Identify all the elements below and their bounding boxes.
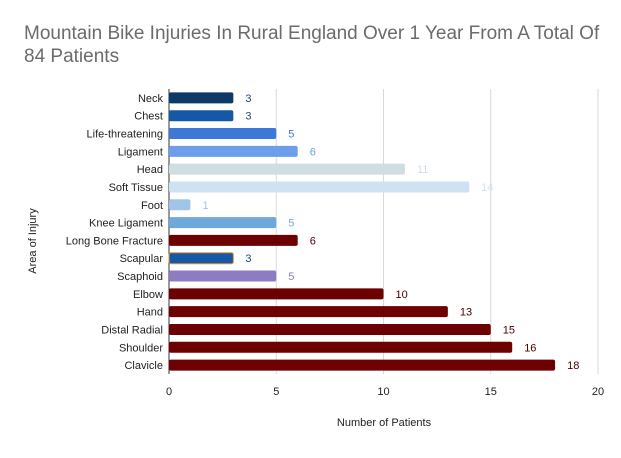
y-category-label: Chest <box>134 111 163 123</box>
y-category-label: Knee Ligament <box>89 218 163 230</box>
data-label: 10 <box>396 289 408 301</box>
bar-scaphoid <box>169 270 277 282</box>
y-category-label: Ligament <box>118 146 163 158</box>
y-category-label: Soft Tissue <box>109 182 163 194</box>
data-label: 5 <box>288 271 294 283</box>
bar-clavicle <box>169 359 556 371</box>
data-label: 13 <box>460 307 472 319</box>
data-label: 11 <box>417 164 428 176</box>
x-tick-label: 15 <box>485 386 497 398</box>
bar-life-threatening <box>169 128 277 140</box>
y-category-label: Hand <box>137 307 163 319</box>
x-axis-title: Number of Patients <box>337 417 432 429</box>
data-label: 16 <box>524 342 536 354</box>
x-tick-label: 0 <box>166 386 172 398</box>
bar-long-bone-fracture <box>169 234 298 246</box>
data-label: 1 <box>202 200 208 212</box>
data-label: 6 <box>310 235 316 247</box>
x-tick-label: 20 <box>592 386 604 398</box>
data-label: 6 <box>310 146 316 158</box>
y-category-label: Scapular <box>120 253 164 265</box>
y-category-label: Head <box>137 164 163 176</box>
y-category-label: Life-threatening <box>87 129 163 141</box>
bar-soft-tissue <box>169 181 470 193</box>
x-tick-label: 5 <box>273 386 279 398</box>
y-category-label: Elbow <box>133 289 163 301</box>
y-category-label: Long Bone Fracture <box>66 235 163 247</box>
bar-scapular <box>168 252 234 265</box>
bar-ligament <box>169 145 298 157</box>
bar-elbow <box>169 288 384 300</box>
y-axis-title: Area of Injury <box>27 208 39 274</box>
y-category-label: Foot <box>141 200 163 212</box>
data-label: 3 <box>245 93 251 105</box>
bar-distal-radial <box>169 323 491 335</box>
y-category-label: Scaphoid <box>117 271 163 283</box>
chart-title: Mountain Bike Injuries In Rural England … <box>24 23 600 67</box>
bar-knee-ligament <box>169 217 277 229</box>
data-label: 3 <box>245 253 251 265</box>
y-category-label: Shoulder <box>119 342 163 354</box>
data-label: 5 <box>288 129 294 141</box>
bar-head <box>169 163 405 175</box>
bar-chest <box>169 110 234 122</box>
x-tick-label: 10 <box>377 386 389 398</box>
data-label: 5 <box>288 218 294 230</box>
y-category-label: Neck <box>138 93 164 105</box>
bar-shoulder <box>169 341 513 353</box>
bar-foot <box>169 199 191 211</box>
y-category-label: Clavicle <box>124 360 163 372</box>
bar-neck <box>169 92 234 104</box>
y-category-label: Distal Radial <box>101 324 163 336</box>
data-label: 14 <box>481 182 493 194</box>
bar-hand <box>169 306 448 318</box>
data-label: 15 <box>503 324 515 336</box>
data-label: 18 <box>567 360 579 372</box>
data-label: 3 <box>245 111 251 123</box>
